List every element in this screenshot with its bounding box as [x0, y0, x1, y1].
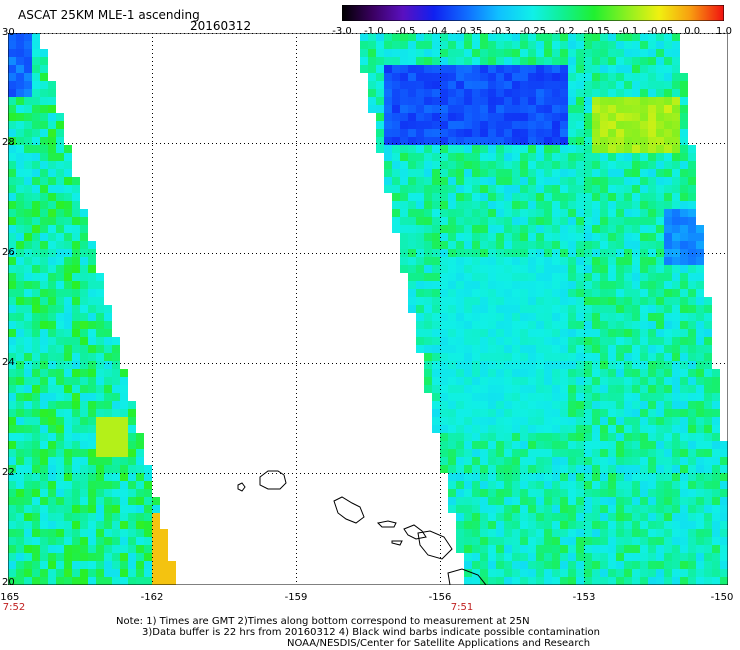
note-line-1: Note: 1) Times are GMT 2)Times along bot… [116, 616, 530, 627]
island-outline [403, 524, 427, 540]
lon-tick-label: -153 [572, 592, 596, 603]
lon-tick-label: -150 [710, 592, 734, 603]
colorbar-tick-label: -3.0 [332, 26, 352, 37]
pass-time-right: 7:51 [450, 602, 474, 613]
lat-tick-label: 20 [2, 577, 15, 588]
lat-tick-label: 26 [2, 247, 15, 258]
lon-tick-label: -159 [284, 592, 308, 603]
left-swath [8, 33, 176, 585]
colorbar [342, 5, 724, 21]
pass-time-left: 7:52 [2, 602, 26, 613]
island-outline [333, 496, 365, 524]
map-title: ASCAT 25KM MLE-1 ascending [18, 8, 200, 22]
island-outline [237, 482, 246, 492]
colorbar-tick-label: -0.15 [583, 26, 610, 37]
lat-tick-label: 28 [2, 137, 15, 148]
island-outline [376, 520, 397, 528]
colorbar-tick-label: -0.25 [520, 26, 546, 37]
lat-tick-label: 22 [2, 467, 15, 478]
note-line-3: NOAA/NESDIS/Center for Satellite Applica… [287, 638, 591, 649]
lon-tick-label: -162 [140, 592, 164, 603]
lon-tick-label: -165 [0, 592, 20, 603]
colorbar-tick-label: -0.3 [491, 26, 511, 37]
map-date: 20160312 [190, 19, 252, 33]
colorbar-tick-label: -0.4 [427, 26, 448, 37]
colorbar-tick-label: -0.2 [555, 26, 575, 37]
island-outline [391, 540, 403, 546]
swath-map [8, 33, 728, 585]
colorbar-tick-label: 1.0 [716, 26, 732, 37]
colorbar-tick-label: -0.35 [456, 26, 483, 37]
island-outline [417, 530, 453, 560]
lat-tick-label: 24 [2, 357, 15, 368]
island-outline [447, 568, 487, 585]
colorbar-tick-label: -1.0 [364, 26, 384, 37]
right-swath [360, 33, 728, 585]
lon-tick-label: -156 [428, 592, 452, 603]
note-line-2: 3)Data buffer is 22 hrs from 20160312 4)… [142, 627, 600, 638]
colorbar-tick-label: -0.05 [647, 26, 674, 37]
colorbar-tick-label: -0.5 [395, 26, 416, 37]
colorbar-tick-label: -0.1 [618, 26, 639, 37]
lat-tick-label: 30 [2, 27, 15, 38]
hawaii-coastline [237, 470, 487, 585]
colorbar-tick-label: 0.0 [684, 26, 701, 37]
island-outline [259, 470, 287, 490]
